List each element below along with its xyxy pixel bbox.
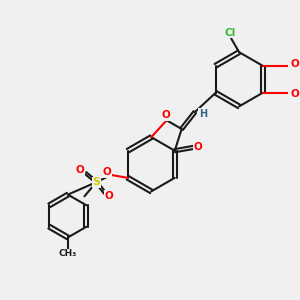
Text: O: O xyxy=(162,110,170,121)
Text: O: O xyxy=(194,142,203,152)
Text: O: O xyxy=(76,165,85,175)
Text: CH₃: CH₃ xyxy=(59,249,77,258)
Text: O: O xyxy=(290,59,299,69)
Text: O: O xyxy=(105,191,114,201)
Text: H: H xyxy=(199,109,207,118)
Text: O: O xyxy=(290,89,299,99)
Text: O: O xyxy=(103,167,111,177)
Text: S: S xyxy=(92,177,101,187)
Text: Cl: Cl xyxy=(224,28,236,38)
